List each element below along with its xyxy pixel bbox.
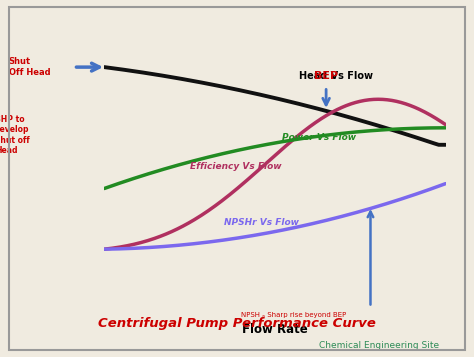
Text: NPSHr Vs Flow: NPSHr Vs Flow [224,218,299,227]
Text: Head Vs Flow: Head Vs Flow [300,71,374,81]
Text: BEP: BEP [314,71,338,81]
Text: Shut
Off Head: Shut Off Head [9,57,50,77]
Text: Centrifugal Pump Performance Curve: Centrifugal Pump Performance Curve [98,317,376,330]
Text: Flow Rate: Flow Rate [242,323,308,336]
Text: Chemical Engineering Site: Chemical Engineering Site [319,341,439,350]
Text: Power Vs Flow: Power Vs Flow [282,133,356,142]
Text: BHP to
develop
Shut off
Head: BHP to develop Shut off Head [0,115,30,155]
Text: NPSH ₐ Sharp rise beyond BEP: NPSH ₐ Sharp rise beyond BEP [241,312,346,318]
Text: Efficiency Vs Flow: Efficiency Vs Flow [190,162,281,171]
